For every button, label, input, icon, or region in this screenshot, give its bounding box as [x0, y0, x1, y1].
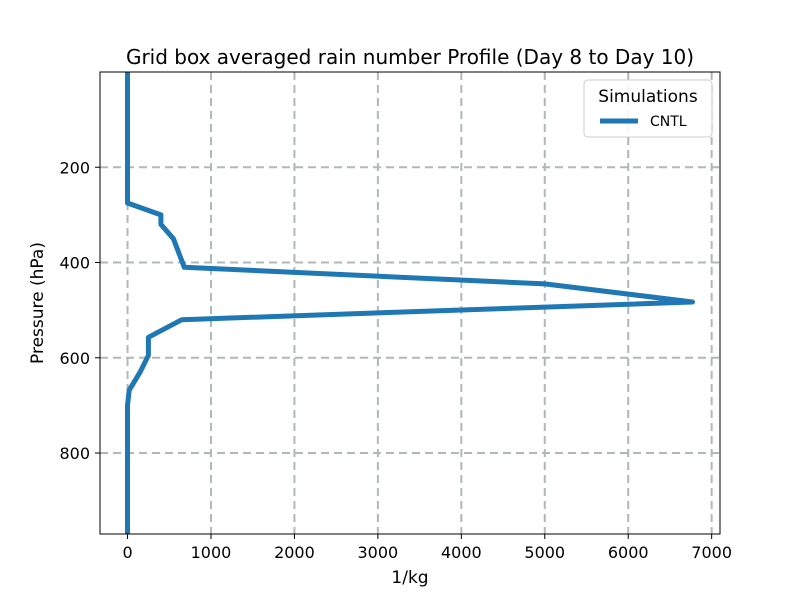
- y-tick-label: 800: [59, 444, 90, 463]
- series-layer: [125, 72, 695, 534]
- chart-title: Grid box averaged rain number Profile (D…: [126, 45, 694, 69]
- x-tick-label: 1000: [191, 543, 232, 562]
- y-tick-label: 600: [59, 349, 90, 368]
- x-axis: 0 1000 2000 3000 4000 5000 6000 7000: [122, 534, 732, 562]
- legend: Simulations CNTL: [583, 79, 713, 138]
- y-axis: 200 400 600 800: [59, 158, 100, 463]
- legend-label-cntl: CNTL: [650, 114, 687, 130]
- x-tick-label: 6000: [608, 543, 649, 562]
- series-line-cntl: [125, 72, 695, 534]
- x-axis-label: 1/kg: [391, 568, 428, 588]
- x-tick-label: 0: [122, 543, 132, 562]
- plot-frame: [99, 71, 721, 535]
- y-tick-label: 400: [59, 254, 90, 273]
- x-tick-label: 5000: [524, 543, 565, 562]
- x-tick-label: 2000: [274, 543, 315, 562]
- legend-title: Simulations: [598, 87, 698, 107]
- x-tick-label: 4000: [441, 543, 482, 562]
- x-tick-label: 3000: [358, 543, 399, 562]
- y-tick-label: 200: [59, 158, 90, 177]
- y-axis-label: Pressure (hPa): [28, 242, 48, 364]
- x-tick-label: 7000: [691, 543, 732, 562]
